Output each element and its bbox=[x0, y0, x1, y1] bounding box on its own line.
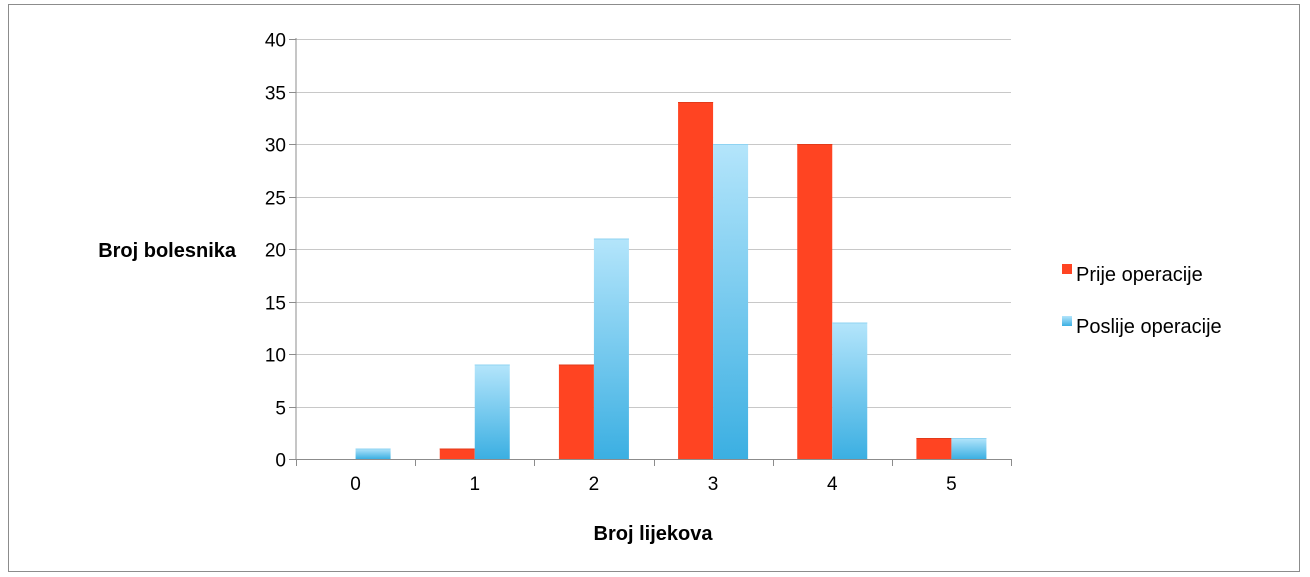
x-tick-label: 3 bbox=[708, 474, 719, 495]
bar-prije-4 bbox=[797, 144, 833, 459]
gridlines bbox=[296, 39, 1011, 408]
legend: Prije operacije Poslije operacije bbox=[1062, 264, 1222, 338]
bar-poslije-5 bbox=[951, 438, 987, 459]
y-tick-label: 10 bbox=[265, 346, 286, 367]
y-tick-label: 5 bbox=[275, 399, 286, 420]
bar-poslije-3 bbox=[713, 144, 749, 459]
bar-poslije-2 bbox=[593, 238, 629, 459]
x-tick-label: 5 bbox=[946, 474, 957, 495]
y-tick-label: 20 bbox=[265, 241, 286, 262]
legend-label-poslije: Poslije operacije bbox=[1076, 316, 1222, 338]
y-tick-label: 40 bbox=[265, 31, 286, 52]
y-tick-label: 35 bbox=[265, 84, 286, 105]
legend-label-prije: Prije operacije bbox=[1076, 264, 1203, 286]
chart-frame bbox=[8, 4, 1300, 572]
y-tick-labels: 0 5 10 15 20 25 30 35 40 bbox=[265, 31, 286, 472]
x-tick-label: 0 bbox=[350, 474, 361, 495]
y-axis-title: Broj bolesnika bbox=[98, 240, 237, 262]
bar-prije-2 bbox=[558, 364, 594, 459]
legend-swatch-prije bbox=[1062, 264, 1072, 274]
x-tick-label: 1 bbox=[469, 474, 480, 495]
x-tick-labels: 0 1 2 3 4 5 bbox=[350, 474, 956, 495]
axes bbox=[289, 38, 1012, 466]
bar-poslije-0 bbox=[355, 448, 391, 459]
bar-poslije-4 bbox=[832, 322, 868, 459]
x-tick-label: 4 bbox=[827, 474, 838, 495]
x-tick-label: 2 bbox=[589, 474, 600, 495]
y-tick-label: 30 bbox=[265, 136, 286, 157]
bar-poslije-1 bbox=[474, 364, 510, 459]
bar-prije-5 bbox=[916, 438, 952, 459]
y-tick-label: 15 bbox=[265, 294, 286, 315]
x-axis-title: Broj lijekova bbox=[594, 523, 714, 545]
y-tick-label: 25 bbox=[265, 189, 286, 210]
bar-prije-3 bbox=[678, 102, 714, 459]
bar-prije-1 bbox=[439, 448, 475, 459]
y-tick-label: 0 bbox=[275, 451, 286, 472]
bars bbox=[355, 102, 987, 459]
legend-swatch-poslije bbox=[1062, 316, 1072, 326]
